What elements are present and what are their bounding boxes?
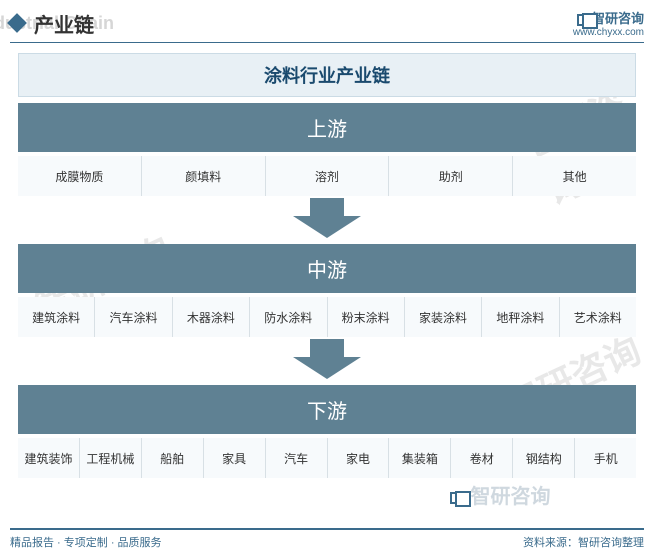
- stage-item-cell: 卷材: [451, 438, 513, 478]
- stage-item-cell: 助剂: [389, 156, 513, 196]
- stage-item-cell: 溶剂: [266, 156, 390, 196]
- stage-item-cell: 建筑装饰: [18, 438, 80, 478]
- stage-header: 下游: [18, 385, 636, 434]
- stage-header: 上游: [18, 103, 636, 152]
- page-footer: 精品报告 · 专项定制 · 品质服务 资料来源：智研咨询整理: [0, 528, 654, 550]
- header-brand-block: 智研咨询 www.chyxx.com: [573, 8, 644, 38]
- footer-right: 资料来源：智研咨询整理: [523, 534, 644, 550]
- stage-item-cell: 艺术涂料: [560, 297, 636, 337]
- stage-item-cell: 手机: [575, 438, 636, 478]
- stage-items-row: 成膜物质颜填料溶剂助剂其他: [18, 156, 636, 196]
- stage-item-cell: 船舶: [142, 438, 204, 478]
- stage-item-cell: 粉末涂料: [328, 297, 405, 337]
- stage-item-cell: 木器涂料: [173, 297, 250, 337]
- stage-item-cell: 钢结构: [513, 438, 575, 478]
- header-title-cn: 产业链: [34, 9, 94, 38]
- down-arrow: [18, 339, 636, 379]
- stage-header: 中游: [18, 244, 636, 293]
- down-arrow: [18, 198, 636, 238]
- stage-item-cell: 建筑涂料: [18, 297, 95, 337]
- stage-item-cell: 集装箱: [389, 438, 451, 478]
- stage-item-cell: 其他: [513, 156, 636, 196]
- page-header: Industrial Chain 产业链 智研咨询 www.chyxx.com: [0, 0, 654, 42]
- footer-rule: [10, 528, 644, 530]
- stage-item-cell: 家电: [328, 438, 390, 478]
- chain-title: 涂料行业产业链: [18, 53, 636, 97]
- brand-icon: [577, 14, 589, 26]
- stage-item-cell: 地秤涂料: [482, 297, 559, 337]
- footer-left: 精品报告 · 专项定制 · 品质服务: [10, 534, 162, 550]
- stage-item-cell: 汽车: [266, 438, 328, 478]
- brand-url: www.chyxx.com: [573, 27, 644, 38]
- stage-item-cell: 汽车涂料: [95, 297, 172, 337]
- stage-item-cell: 家具: [204, 438, 266, 478]
- stage-item-cell: 工程机械: [80, 438, 142, 478]
- stage-items-row: 建筑装饰工程机械船舶家具汽车家电集装箱卷材钢结构手机: [18, 438, 636, 478]
- stage-item-cell: 家装涂料: [405, 297, 482, 337]
- stage-items-row: 建筑涂料汽车涂料木器涂料防水涂料粉末涂料家装涂料地秤涂料艺术涂料: [18, 297, 636, 337]
- stage-item-cell: 防水涂料: [250, 297, 327, 337]
- stage-item-cell: 成膜物质: [18, 156, 142, 196]
- brand-name: 智研咨询: [592, 11, 644, 26]
- stage-item-cell: 颜填料: [142, 156, 266, 196]
